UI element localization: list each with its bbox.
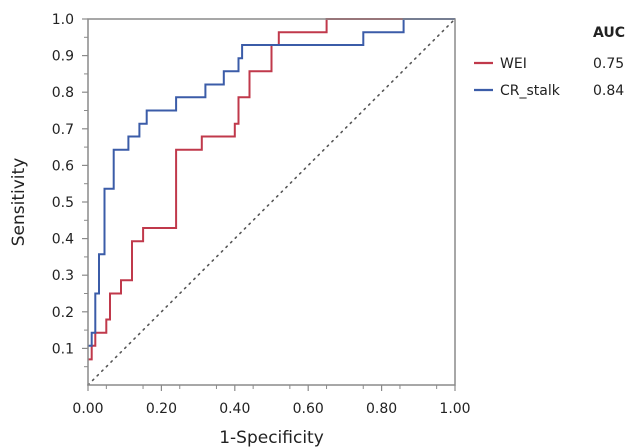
x-tick-label: 0.60 xyxy=(293,401,324,417)
y-tick-label: 0.3 xyxy=(52,268,74,284)
legend-auc-wei: 0.75 xyxy=(593,56,624,72)
series-line-cr-stalk xyxy=(88,18,455,347)
y-tick-label: 0.6 xyxy=(52,158,74,174)
series-line-wei xyxy=(88,18,455,361)
y-tick-label: 1.0 xyxy=(52,12,74,28)
y-tick-label: 0.7 xyxy=(52,122,74,138)
x-tick-label: 0.40 xyxy=(219,401,250,417)
y-tick-label: 0.4 xyxy=(52,232,74,248)
legend-label-cr-stalk: CR_stalk xyxy=(500,83,561,99)
reference-diagonal-line xyxy=(87,18,456,386)
x-tick-label: 0.00 xyxy=(72,401,103,417)
legend: AUC WEI 0.75 CR_stalk 0.84 xyxy=(474,25,625,99)
legend-header-auc: AUC xyxy=(593,25,625,41)
legend-label-wei: WEI xyxy=(500,56,527,72)
y-tick-label: 0.1 xyxy=(52,341,74,357)
x-tick-label: 0.20 xyxy=(146,401,177,417)
y-axis-title: Sensitivity xyxy=(9,158,29,247)
y-tick-label: 0.9 xyxy=(52,49,74,65)
y-axis: 0.1 0.2 0.3 0.4 0.5 0.6 0.7 0.8 0.9 1.0 xyxy=(52,12,88,368)
reference-diagonal-group xyxy=(87,18,456,386)
x-tick-label: 1.00 xyxy=(439,401,470,417)
x-axis: 0.00 0.20 0.40 0.60 0.80 1.00 xyxy=(72,385,471,417)
y-tick-label: 0.8 xyxy=(52,85,74,101)
x-tick-label: 0.80 xyxy=(366,401,397,417)
x-axis-title: 1-Specificity xyxy=(219,428,324,447)
legend-auc-cr-stalk: 0.84 xyxy=(593,83,624,99)
y-tick-label: 0.2 xyxy=(52,305,74,321)
series-group xyxy=(88,18,455,361)
y-tick-label: 0.5 xyxy=(52,195,74,211)
